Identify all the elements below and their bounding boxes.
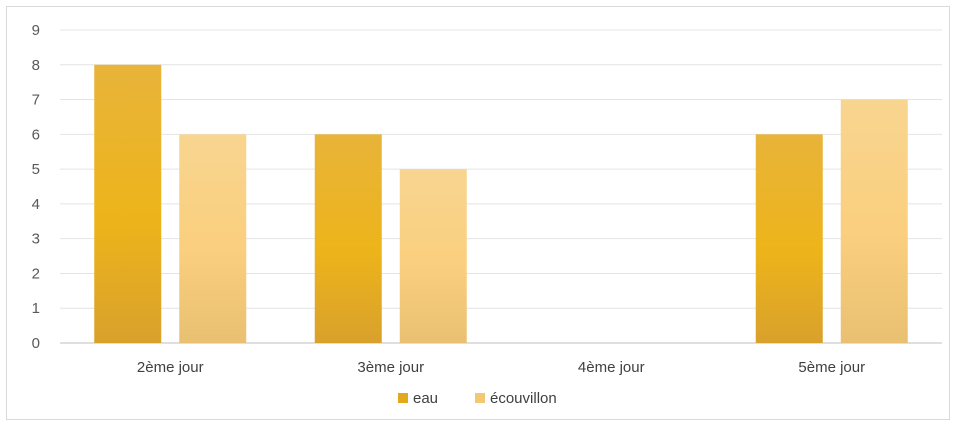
- legend-swatch-eau: [398, 393, 408, 403]
- bar-écouvillon-5ème jour: [840, 99, 908, 343]
- legend: eau écouvillon: [398, 390, 557, 407]
- bar-eau-5ème jour: [755, 134, 823, 343]
- y-axis-ticks: 0 1 2 3 4 5 6 7 8 9: [32, 22, 40, 352]
- y-tick-label: 7: [32, 92, 40, 109]
- legend-label: eau: [413, 390, 438, 407]
- bar-eau-3ème jour: [314, 134, 382, 343]
- y-tick-label: 9: [32, 22, 40, 39]
- x-category-label: 3ème jour: [357, 359, 424, 376]
- bars: [94, 64, 908, 344]
- y-tick-label: 4: [32, 196, 40, 213]
- y-tick-label: 5: [32, 161, 40, 178]
- y-tick-label: 8: [32, 57, 40, 74]
- y-tick-label: 6: [32, 126, 40, 143]
- legend-swatch-écouvillon: [475, 393, 485, 403]
- bar-écouvillon-2ème jour: [179, 134, 247, 343]
- y-tick-label: 1: [32, 300, 40, 317]
- x-category-label: 5ème jour: [798, 359, 865, 376]
- y-tick-label: 2: [32, 265, 40, 282]
- x-category-label: 4ème jour: [578, 359, 645, 376]
- y-tick-label: 3: [32, 231, 40, 248]
- x-category-label: 2ème jour: [137, 359, 204, 376]
- bar-eau-2ème jour: [94, 64, 162, 344]
- x-axis-categories: 2ème jour 3ème jour 4ème jour 5ème jour: [137, 359, 865, 376]
- legend-label: écouvillon: [490, 390, 557, 407]
- bar-écouvillon-3ème jour: [399, 169, 467, 343]
- y-tick-label: 0: [32, 335, 40, 352]
